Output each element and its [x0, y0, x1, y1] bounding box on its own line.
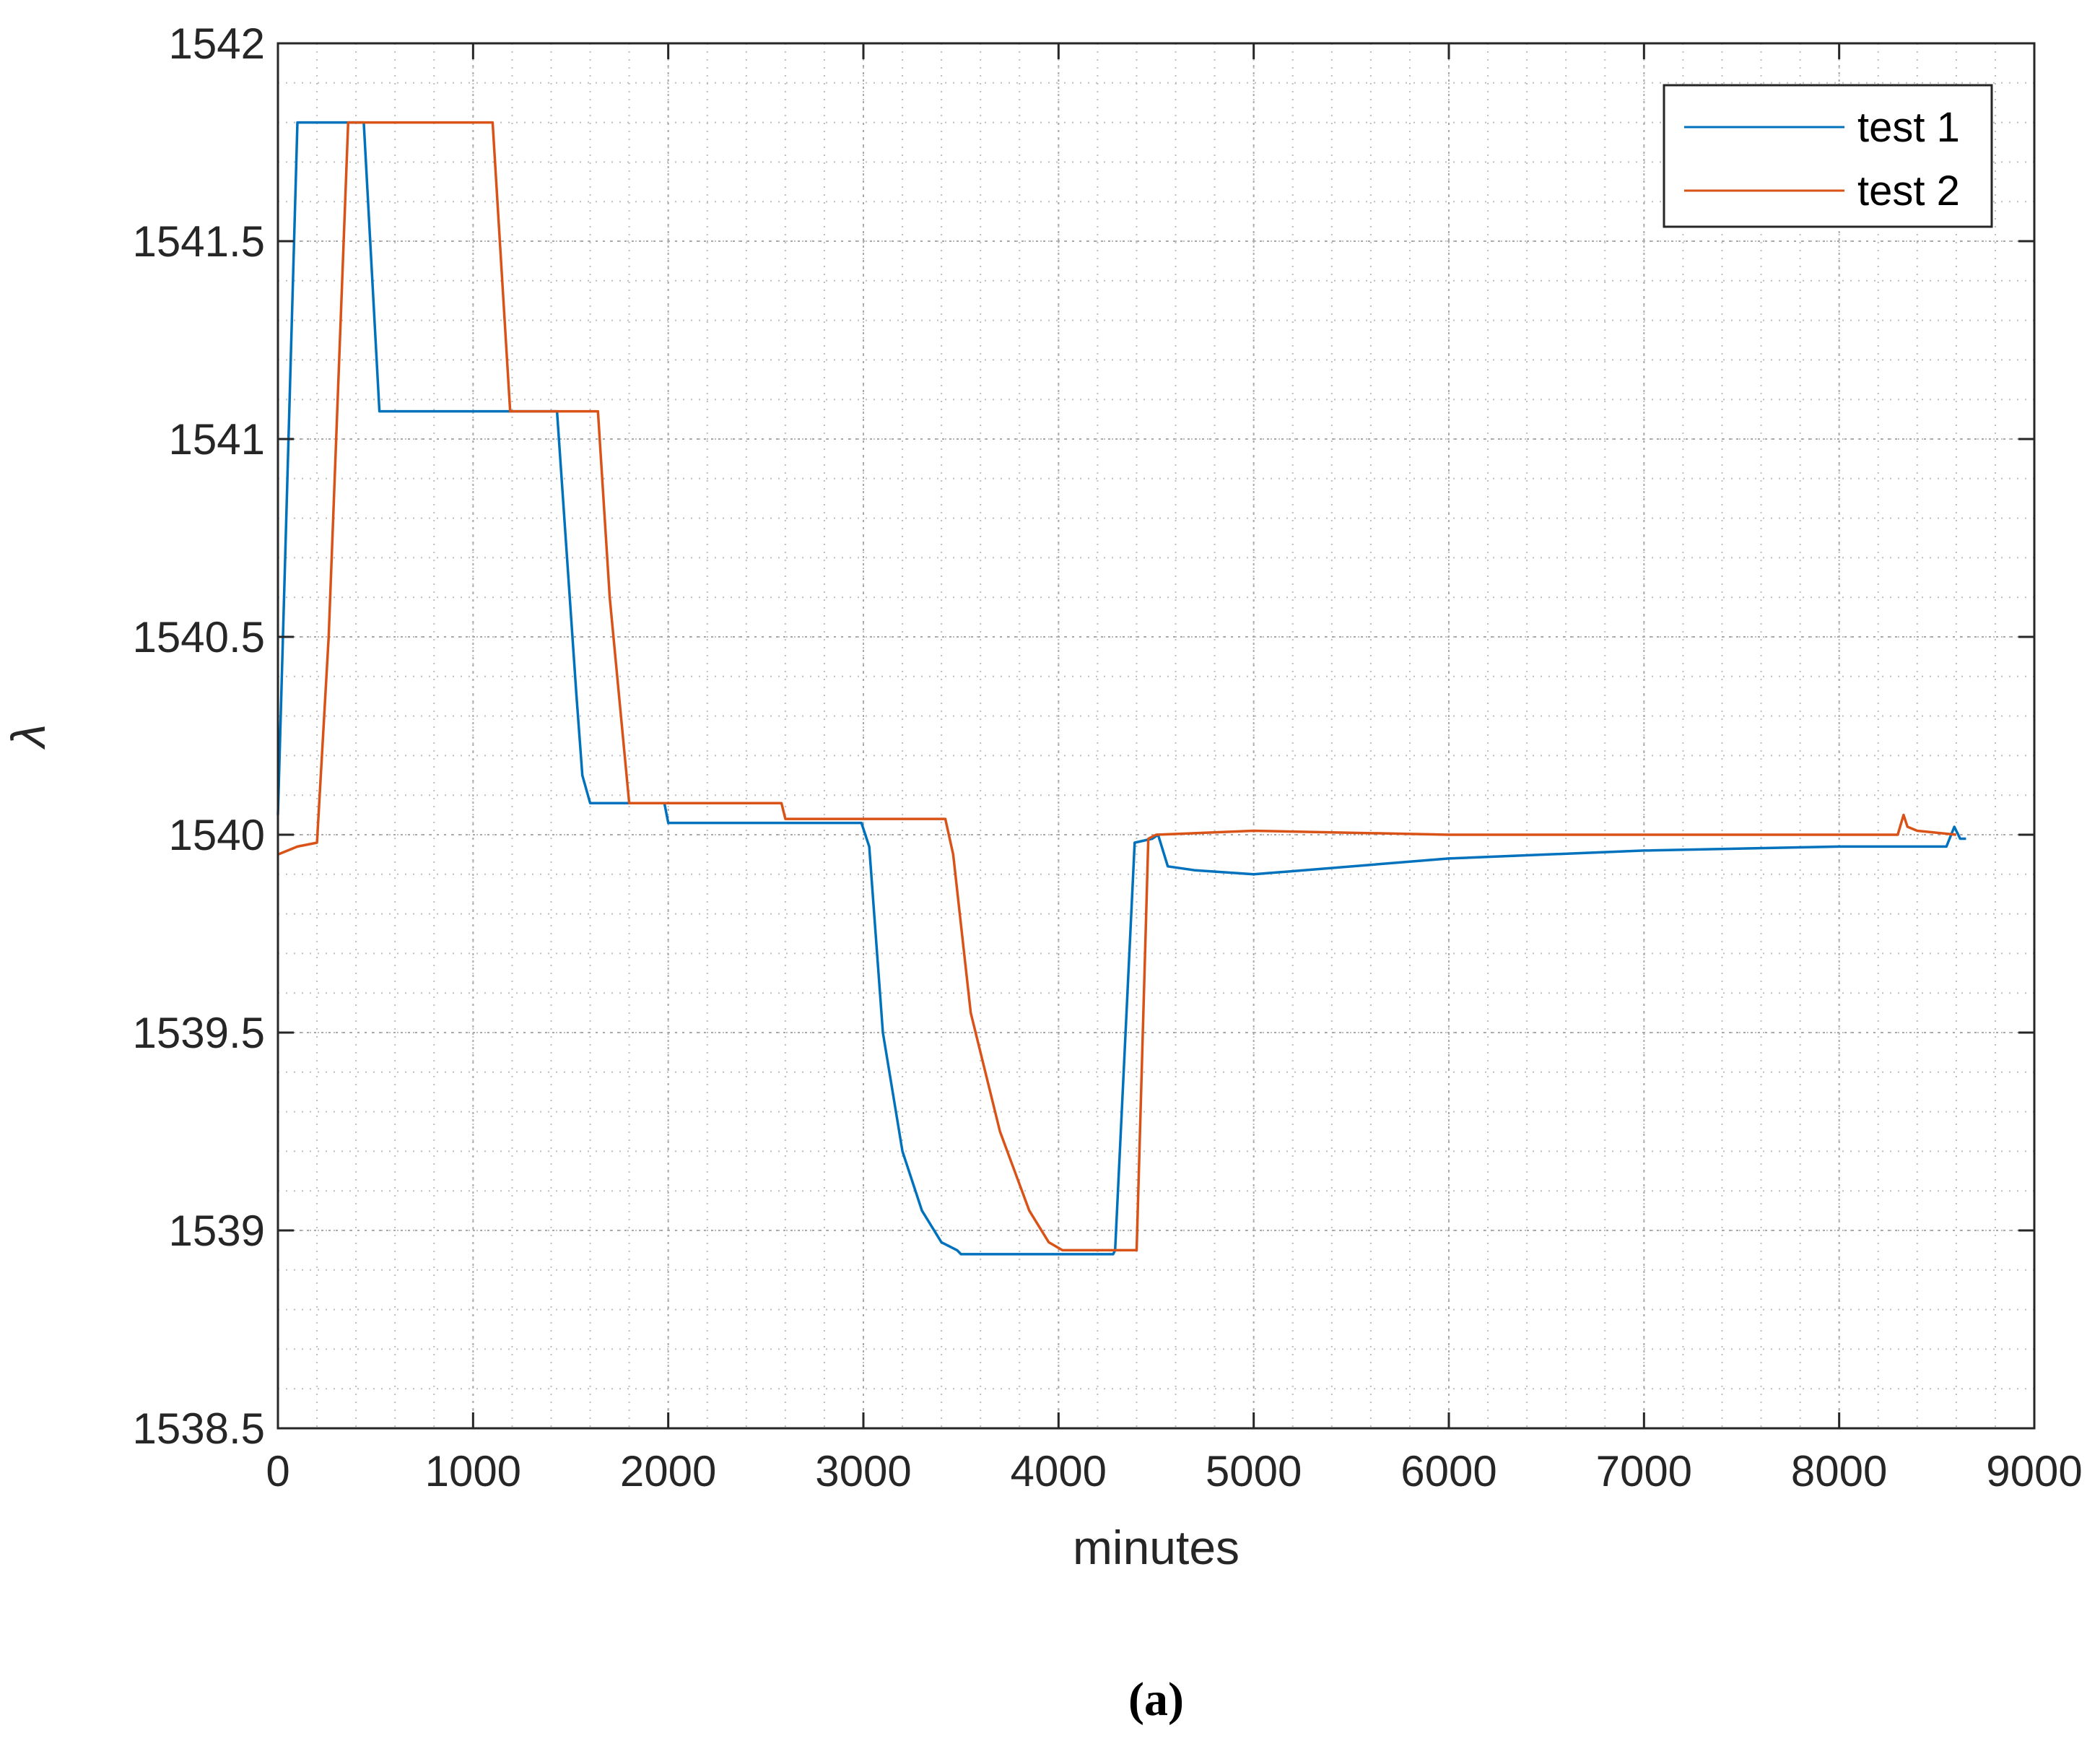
- x-tick-label: 9000: [1986, 1447, 2082, 1495]
- legend-label-test-2: test 2: [1857, 168, 1960, 214]
- x-tick-labels: 0 1000 2000 3000 4000 5000 6000 7000 8000 9000: [266, 1447, 2082, 1495]
- series-layer: [276, 121, 1966, 1256]
- grid-layer: [277, 43, 2035, 1429]
- x-axis-label: minutes: [1073, 1521, 1239, 1574]
- x-tick-label: 6000: [1400, 1447, 1496, 1495]
- plot-area: [276, 42, 2036, 1430]
- x-tick-label: 5000: [1206, 1447, 1302, 1495]
- y-axis-label: λ: [1, 724, 55, 750]
- legend-label-test-1: test 1: [1857, 104, 1960, 151]
- y-tick-label: 1541.5: [132, 217, 265, 266]
- x-tick-label: 0: [266, 1447, 289, 1495]
- y-tick-labels: 1538.5 1539 1539.5 1540 1540.5 1541 1541.5 1542: [132, 19, 265, 1453]
- x-tick-label: 2000: [620, 1447, 716, 1495]
- series-line-test-1: [276, 121, 1966, 1256]
- x-tick-label: 4000: [1011, 1447, 1107, 1495]
- y-tick-label: 1538.5: [132, 1404, 265, 1453]
- legend: test 1 test 2: [1663, 84, 1993, 228]
- figure-caption: (a): [1128, 1673, 1184, 1726]
- tick-marks: [276, 42, 2036, 1430]
- y-tick-label: 1542: [169, 19, 265, 68]
- y-tick-label: 1541: [169, 415, 265, 464]
- x-tick-label: 7000: [1596, 1447, 1692, 1495]
- x-tick-label: 8000: [1791, 1447, 1887, 1495]
- y-tick-label: 1539: [169, 1207, 265, 1255]
- legend-box: [1663, 84, 1993, 228]
- x-tick-label: 3000: [815, 1447, 911, 1495]
- series-line-test-2: [277, 121, 1957, 1252]
- x-tick-label: 1000: [425, 1447, 521, 1495]
- plot-background: [278, 43, 2034, 1428]
- axes-frame: [276, 42, 2036, 1430]
- y-tick-label: 1540.5: [132, 613, 265, 661]
- y-tick-label: 1539.5: [132, 1009, 265, 1057]
- y-tick-label: 1540: [169, 811, 265, 859]
